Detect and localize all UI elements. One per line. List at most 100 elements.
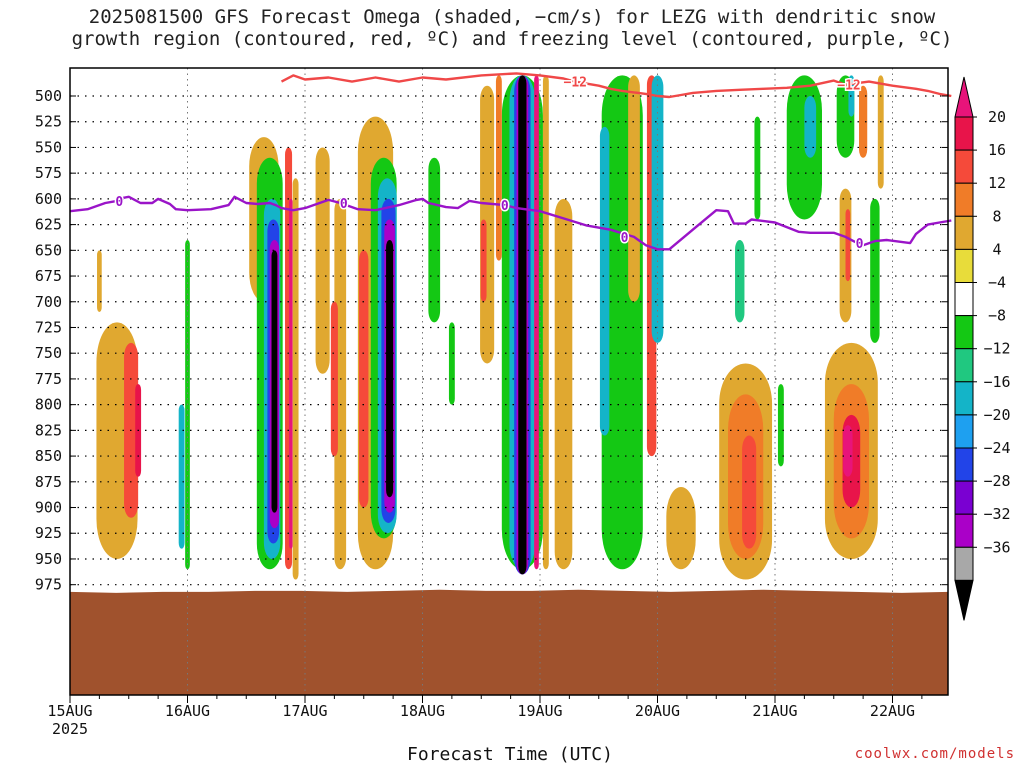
ytick-label: 550	[35, 138, 62, 156]
colorbar-swatch-7	[954, 348, 974, 383]
omega-cell-13	[289, 198, 293, 549]
dendritic-isotherm-line	[280, 72, 952, 99]
omega-cell-44	[651, 75, 664, 343]
plot-frame	[69, 67, 949, 696]
freezing-level-line-label: 0	[115, 195, 123, 210]
ytick-label: 900	[35, 499, 62, 517]
xtick-year-label: 2025	[52, 720, 88, 738]
colorbar-label: −28	[983, 472, 1010, 490]
colorbar-swatch-12	[954, 513, 974, 548]
omega-cell-40	[628, 75, 640, 302]
ytick-label: 950	[35, 550, 62, 568]
colorbar-label: 16	[988, 141, 1006, 159]
axes: 500 525 550 575 600 625 650 675 700 725 750 775 800 8…	[35, 87, 948, 738]
ytick-label: 500	[35, 87, 62, 105]
colorbar-swatch-13	[954, 546, 974, 581]
ytick-label: 575	[35, 164, 62, 182]
ytick-label: 825	[35, 421, 62, 439]
omega-cell-61	[870, 198, 880, 343]
xtick-label: 18AUG	[400, 702, 445, 720]
omega-cell-52	[777, 384, 784, 467]
colorbar-top-arrow	[954, 76, 974, 118]
colorbar-label: −12	[983, 340, 1010, 358]
ytick-label: 700	[35, 293, 62, 311]
omega-cell-42	[666, 486, 696, 570]
omega-cell-23	[386, 240, 394, 498]
ytick-label: 925	[35, 524, 62, 542]
colorbar-swatch-10	[954, 447, 974, 482]
omega-cell-15	[315, 147, 330, 374]
colorbar-swatch-4	[954, 248, 974, 283]
ytick-label: 875	[35, 473, 62, 491]
colorbar-label: −8	[988, 307, 1006, 325]
ground-fill	[70, 589, 948, 695]
source-credit: coolwx.com/models	[854, 746, 1015, 762]
omega-cell-16	[334, 198, 347, 570]
omega-cell-17	[330, 301, 338, 457]
colorbar-label: −20	[983, 406, 1010, 424]
colorbar-label: −32	[983, 505, 1010, 523]
colorbar-label: −4	[988, 274, 1006, 292]
colorbar-swatch-3	[954, 215, 974, 250]
colorbar-swatch-5	[954, 282, 974, 317]
omega-cell-62	[877, 75, 884, 189]
xtick-label: 16AUG	[165, 702, 210, 720]
ytick-label: 800	[35, 396, 62, 414]
xtick-label: 20AUG	[635, 702, 680, 720]
ytick-label: 600	[35, 190, 62, 208]
x-axis-title: Forecast Time (UTC)	[407, 744, 613, 765]
xtick-label: 21AUG	[752, 702, 797, 720]
omega-cell-60	[843, 425, 853, 477]
omega-cell-5	[97, 250, 102, 313]
ytick-label: 775	[35, 370, 62, 388]
colorbar-swatch-9	[954, 414, 974, 449]
omega-cell-11	[271, 250, 278, 513]
omega-cell-37	[554, 198, 573, 570]
colorbar-label: 4	[992, 240, 1001, 258]
colorbar-label: 8	[992, 207, 1001, 225]
omega-cell-54	[859, 85, 868, 158]
omega-cell-4	[178, 404, 185, 549]
colorbar-label: −24	[983, 439, 1010, 457]
omega-cell-56	[845, 209, 851, 282]
omega-cell-47	[742, 435, 757, 549]
omega-cell-28	[480, 219, 487, 302]
colorbar-label: −36	[983, 538, 1010, 556]
freezing-level-line-label: 0	[621, 231, 629, 246]
ytick-label: 625	[35, 216, 62, 234]
colorbar-swatch-2	[954, 182, 974, 217]
omega-cell-34	[534, 75, 539, 570]
ytick-label: 525	[35, 113, 62, 131]
xtick-label: 19AUG	[517, 702, 562, 720]
ytick-label: 975	[35, 576, 62, 594]
omega-cell-48	[786, 75, 822, 220]
omega-cell-50	[754, 116, 761, 220]
dendritic-isotherm-line-label: −12	[564, 76, 587, 91]
omega-cell-49	[804, 96, 817, 158]
colorbar-swatch-1	[954, 149, 974, 184]
omega-cell-25	[428, 157, 441, 323]
freezing-level-line	[69, 195, 952, 251]
omega-cell-39	[599, 126, 610, 436]
omega-cell-33	[518, 75, 527, 575]
chart-title: 2025081500 GFS Forecast Omega (shaded, −…	[71, 6, 953, 50]
xtick-label: 17AUG	[282, 702, 327, 720]
ytick-label: 650	[35, 241, 62, 259]
ground-surface	[70, 589, 948, 695]
colorbar-swatch-6	[954, 315, 974, 350]
colorbar-swatch-0	[954, 116, 974, 151]
ytick-label: 750	[35, 344, 62, 362]
ytick-label: 850	[35, 447, 62, 465]
colorbar-label: 20	[988, 108, 1006, 126]
omega-cell-43	[735, 240, 745, 323]
omega-cell-35	[542, 75, 549, 570]
colorbar-label: 12	[988, 174, 1006, 192]
omega-cell-36	[495, 75, 502, 261]
ytick-label: 675	[35, 267, 62, 285]
freezing-level-line-label: 0	[501, 199, 509, 214]
freezing-level-line-label: 0	[340, 197, 348, 212]
xtick-label: 22AUG	[870, 702, 915, 720]
colorbar-swatch-8	[954, 381, 974, 416]
colorbar-bottom-arrow	[954, 579, 974, 621]
